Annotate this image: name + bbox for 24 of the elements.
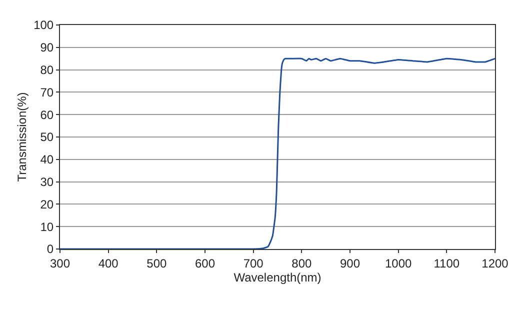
y-tick-label: 20 (40, 197, 54, 212)
y-axis-title: Transmission(%) (14, 92, 29, 182)
x-tick-label: 900 (340, 256, 360, 270)
line-series (60, 58, 495, 249)
x-tick-label: 400 (98, 256, 119, 270)
y-tick-label: 90 (40, 40, 54, 55)
x-tick-label: 800 (292, 256, 312, 270)
y-tick-label: 60 (40, 108, 54, 122)
y-tick-label: 100 (34, 18, 54, 32)
x-tick-label: 600 (194, 256, 216, 270)
y-tick-label: 40 (40, 152, 54, 167)
x-axis-title: Wavelength(nm) (234, 270, 322, 284)
x-tick-label: 700 (243, 256, 264, 270)
x-tick-label: 1100 (434, 256, 460, 270)
y-tick-label: 0 (46, 242, 54, 256)
y-tick-label: 30 (40, 175, 54, 189)
x-tick-label: 1200 (482, 256, 509, 270)
x-tick-label: 500 (146, 256, 167, 270)
y-tick-label: 70 (40, 85, 54, 100)
x-tick-label: 300 (50, 256, 70, 270)
x-tick-label: 1000 (384, 256, 412, 270)
y-tick-label: 80 (40, 63, 54, 77)
y-tick-label: 10 (40, 220, 54, 234)
y-tick-label: 50 (40, 130, 54, 144)
